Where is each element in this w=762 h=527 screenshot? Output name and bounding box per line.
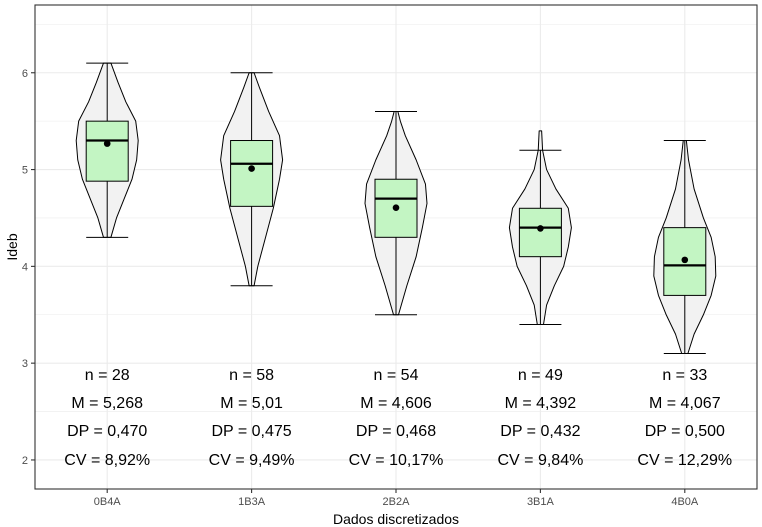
- annotation-n-0B4A: n = 28: [85, 367, 130, 384]
- mean-point-2B2A: [392, 204, 400, 211]
- x-tick-label: 3B1A: [527, 496, 555, 508]
- mean-point-1B3A: [248, 165, 255, 172]
- y-tick-label: 5: [22, 165, 28, 177]
- boxplots: [85, 62, 707, 354]
- annotation-n-1B3A: n = 58: [229, 367, 274, 384]
- y-axis-title: Ideb: [4, 233, 20, 260]
- annotation-cv-1B3A: CV = 9,49%: [209, 452, 295, 469]
- box-3B1A: [518, 207, 562, 258]
- annotation-m-2B2A: M = 4,606: [360, 395, 432, 412]
- annotation-n-4B0A: n = 33: [662, 367, 707, 384]
- annotation-dp-3B1A: DP = 0,432: [500, 423, 580, 440]
- box-0B4A: [85, 120, 129, 182]
- annotation-n-3B1A: n = 49: [518, 367, 563, 384]
- x-tick-label: 0B4A: [94, 496, 122, 508]
- x-axis: 0B4A 1B3A 2B2A 3B1A 4B0A: [94, 489, 699, 508]
- x-tick-label: 4B0A: [671, 496, 699, 508]
- annotation-dp-1B3A: DP = 0,475: [211, 423, 291, 440]
- annotation-m-3B1A: M = 4,392: [505, 395, 577, 412]
- y-tick-label: 3: [22, 358, 28, 370]
- annotation-cv-0B4A: CV = 8,92%: [64, 452, 150, 469]
- mean-point-3B1A: [537, 225, 544, 232]
- annotation-cv-2B2A: CV = 10,17%: [349, 452, 444, 469]
- mean-point-0B4A: [103, 140, 111, 147]
- annotation-cv-3B1A: CV = 9,84%: [497, 452, 583, 469]
- annotation-cv-4B0A: CV = 12,29%: [637, 452, 732, 469]
- x-tick-label: 2B2A: [383, 496, 411, 508]
- annotation-dp-2B2A: DP = 0,468: [356, 423, 436, 440]
- y-tick-label: 4: [22, 261, 28, 273]
- y-tick-label: 2: [22, 455, 28, 467]
- annotation-m-0B4A: M = 5,268: [71, 395, 143, 412]
- annotation-dp-0B4A: DP = 0,470: [67, 423, 147, 440]
- annotation-n-2B2A: n = 54: [374, 367, 419, 384]
- annotation-dp-4B0A: DP = 0,500: [645, 423, 725, 440]
- y-tick-label: 6: [22, 68, 28, 80]
- box-1B3A: [230, 140, 274, 207]
- annotation-m-1B3A: M = 5,01: [220, 395, 283, 412]
- x-tick-label: 1B3A: [238, 496, 266, 508]
- x-axis-title: Dados discretizados: [333, 511, 459, 527]
- stat-annotations: n = 28 M = 5,268 DP = 0,470 CV = 8,92% n = 5…: [64, 367, 732, 469]
- annotation-m-4B0A: M = 4,067: [649, 395, 721, 412]
- y-axis: 2 3 4 5 6: [22, 68, 35, 467]
- mean-point-4B0A: [681, 256, 689, 264]
